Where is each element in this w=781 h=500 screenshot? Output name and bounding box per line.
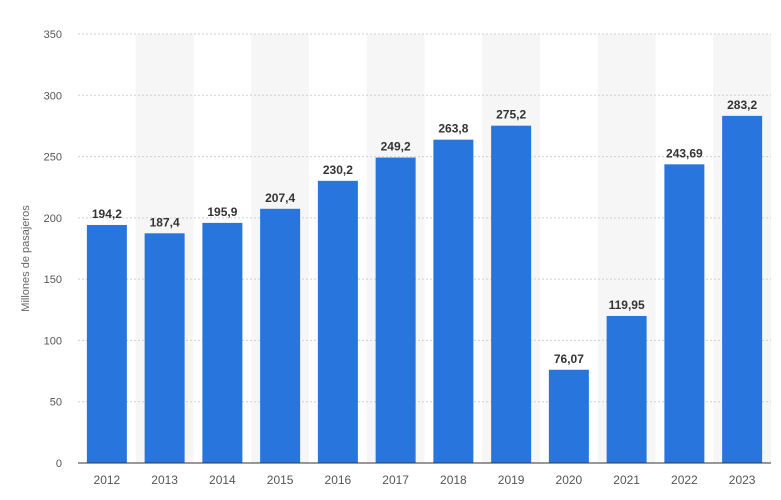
data-label-2013: 187,4 — [150, 215, 180, 229]
data-label-2014: 195,9 — [207, 205, 237, 219]
y-tick-label-50: 50 — [50, 397, 62, 409]
y-tick-label-350: 350 — [44, 29, 62, 41]
data-label-2015: 207,4 — [265, 191, 295, 205]
y-axis-title: Millones de pasajeros — [20, 205, 32, 312]
y-tick-label-200: 200 — [44, 213, 62, 225]
y-tick-label-150: 150 — [44, 274, 62, 286]
bar-2017 — [375, 157, 416, 463]
data-label-2012: 194,2 — [92, 207, 122, 221]
data-label-2023: 283,2 — [727, 98, 757, 112]
x-tick-label-2018: 2018 — [440, 473, 467, 487]
x-tick-label-2012: 2012 — [94, 473, 121, 487]
data-label-2019: 275,2 — [496, 108, 526, 122]
gridlines — [78, 33, 771, 403]
x-tick-label-2019: 2019 — [498, 473, 525, 487]
data-label-2017: 249,2 — [381, 140, 411, 154]
y-tick-label-250: 250 — [44, 152, 62, 164]
x-tick-label-2014: 2014 — [209, 473, 236, 487]
x-axis-ticks: 2012 2013 2014 2015 2016 2017 2018 2019 2020 2021… — [94, 473, 756, 487]
x-tick-label-2022: 2022 — [671, 473, 698, 487]
data-label-2020: 76,07 — [554, 352, 584, 366]
bar-2016 — [317, 180, 358, 463]
bar-2020 — [548, 369, 589, 463]
x-tick-label-2021: 2021 — [613, 473, 640, 487]
x-tick-label-2020: 2020 — [556, 473, 583, 487]
y-tick-label-0: 0 — [56, 458, 62, 470]
bar-2022 — [664, 164, 705, 464]
x-tick-label-2023: 2023 — [729, 473, 756, 487]
bar-2012 — [86, 224, 127, 463]
bar-2015 — [260, 208, 301, 463]
bar-2013 — [144, 233, 185, 463]
x-tick-label-2017: 2017 — [382, 473, 409, 487]
bar-2018 — [433, 139, 474, 464]
data-label-2022: 243,69 — [666, 146, 703, 160]
y-axis-ticks: 0 50 100 150 200 250 300 350 — [44, 29, 62, 470]
data-label-2018: 263,8 — [438, 122, 468, 136]
bar-2021 — [606, 315, 647, 463]
data-label-2016: 230,2 — [323, 163, 353, 177]
y-tick-label-100: 100 — [44, 335, 62, 347]
bar-2019 — [491, 125, 532, 464]
x-tick-label-2015: 2015 — [267, 473, 294, 487]
data-labels: 194,2 187,4 195,9 207,4 230,2 249,2 263,8 275,2… — [92, 98, 758, 366]
y-tick-label-300: 300 — [44, 90, 62, 102]
data-label-2021: 119,95 — [609, 298, 645, 312]
x-tick-label-2016: 2016 — [325, 473, 352, 487]
bars — [86, 115, 763, 464]
x-tick-label-2013: 2013 — [151, 473, 178, 487]
bar-2014 — [202, 222, 243, 463]
bar-2023 — [722, 115, 763, 463]
